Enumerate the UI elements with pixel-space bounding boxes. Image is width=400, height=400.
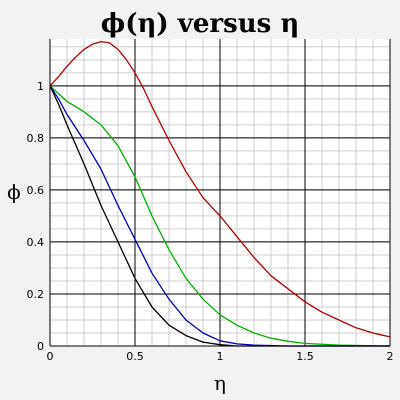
y-tick-label: 0.6 (27, 184, 45, 197)
x-tick-label: 0 (47, 350, 54, 363)
y-tick-label: 0.4 (27, 236, 45, 249)
chart-title: ϕ(η) versus η (101, 9, 300, 39)
x-tick-label: 2 (387, 350, 394, 363)
x-axis-label: η (214, 371, 226, 395)
x-tick-labels: 0 0.5 1 1.5 2 (47, 350, 394, 363)
y-tick-label: 1 (37, 80, 44, 93)
y-axis-label: ϕ (7, 180, 21, 204)
y-tick-label: 0.8 (27, 132, 45, 145)
x-tick-label: 1.5 (296, 350, 314, 363)
series-layer (49, 40, 391, 347)
axes (49, 39, 390, 347)
y-tick-labels: 0 0.2 0.4 0.6 0.8 1 (27, 80, 45, 353)
series-line-4 (49, 85, 390, 347)
x-tick-label: 0.5 (126, 350, 144, 363)
y-tick-label: 0.2 (27, 288, 45, 301)
major-grid (50, 39, 391, 346)
series-line-3 (49, 85, 390, 347)
series-line-1 (49, 40, 391, 338)
series-line-2 (49, 85, 391, 347)
x-tick-label: 1 (217, 350, 224, 363)
y-tick-label: 0 (37, 340, 44, 353)
